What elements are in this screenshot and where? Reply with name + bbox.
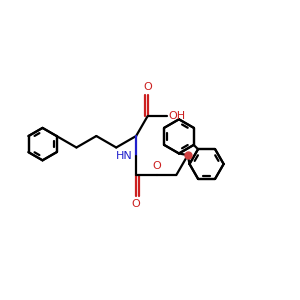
Text: O: O (132, 199, 140, 209)
Text: HN: HN (116, 151, 133, 160)
Text: O: O (143, 82, 152, 92)
Text: OH: OH (169, 111, 186, 121)
Text: O: O (152, 160, 161, 171)
